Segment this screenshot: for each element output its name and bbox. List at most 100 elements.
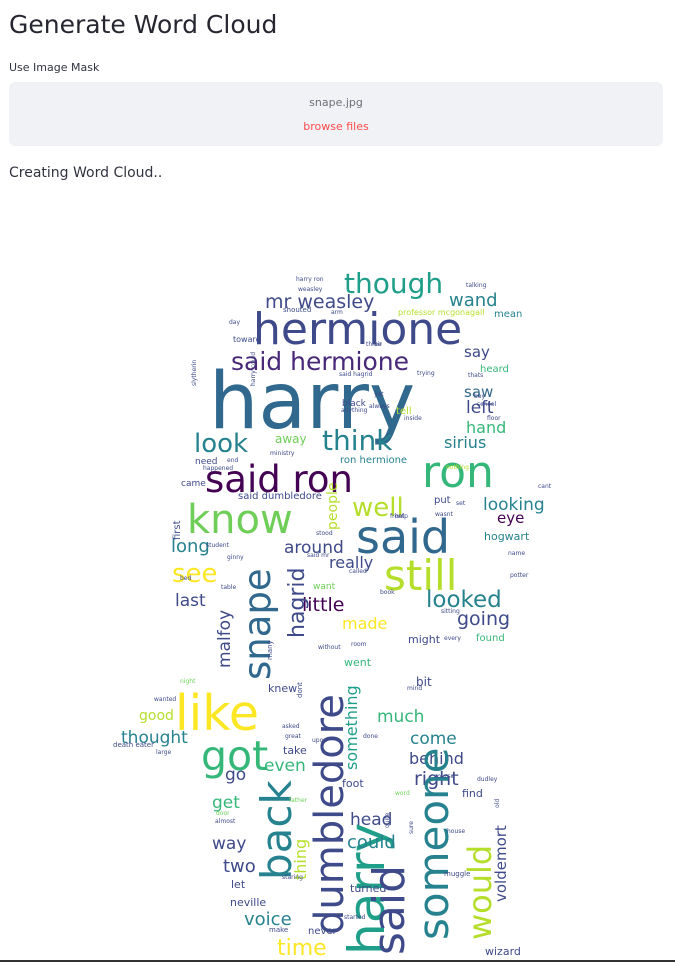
word-cloud-word: looking [483,495,545,515]
status-text: Creating Word Cloud.. [9,165,163,181]
word-cloud-word: thought [121,728,188,748]
word-cloud-word: said hermione [231,347,409,376]
word-cloud-word: house [447,828,465,835]
word-cloud-word: wand [449,290,498,311]
word-cloud-word: stood [316,530,333,537]
word-cloud-word: even [264,756,306,776]
word-cloud-word: talking [466,282,487,289]
word-cloud-word: got [201,732,268,780]
word-cloud-word: cant [538,483,552,490]
word-cloud-word: looked [426,587,502,613]
word-cloud-word: professor mcgonagall [398,308,484,317]
word-cloud-word: shouted [283,306,311,314]
word-cloud-word: floor [487,415,501,422]
word-cloud-word: really [329,553,373,572]
word-cloud-word: three [366,341,382,348]
word-cloud-word: sure [408,821,415,834]
word-cloud-word: great [285,733,302,740]
word-cloud-word: weasley [298,286,323,293]
word-cloud-word: set [456,500,466,507]
word-cloud-word: still [384,551,457,600]
file-uploader[interactable]: snape.jpg browse files [9,82,663,146]
word-cloud-word: wizard [485,945,521,958]
word-cloud-word: potter [510,572,529,579]
word-cloud-word: came [181,479,206,489]
word-cloud-word: harry could [250,352,257,386]
word-cloud-word: know [187,497,293,543]
word-cloud-word: arm [331,309,343,316]
word-cloud-word: want [313,582,336,592]
word-cloud-word: thing [291,839,310,880]
word-cloud-word: let [231,878,246,891]
word-cloud-word: said hagrid [339,371,373,378]
word-cloud-word: course [434,773,454,780]
word-cloud-word: head [350,810,392,830]
word-cloud-word: said [356,510,450,564]
word-cloud-word: hand [466,418,506,437]
word-cloud-word: first [172,520,183,540]
word-cloud-word: many [266,640,274,660]
uploaded-file-name: snape.jpg [309,96,363,109]
word-cloud-word: found [476,633,505,644]
word-cloud-word: ginny [227,554,244,561]
word-cloud-word: back [252,780,301,880]
word-cloud-word: take [283,744,307,757]
word-cloud-word: wanted [154,696,176,703]
word-cloud-word: dudley [477,776,498,783]
word-cloud-word: word [395,790,410,797]
word-cloud-word: mind [407,685,422,692]
word-cloud-word: heard [480,364,509,375]
word-cloud-word: quite [384,812,391,828]
word-cloud-word: nothing [446,464,469,471]
image-mask-label: Use Image Mask [9,61,100,74]
word-cloud-word: made [342,614,387,633]
word-cloud-word: hagrid [285,567,310,638]
word-cloud-word: ministry [270,450,295,457]
word-cloud-word: snape [236,568,279,680]
word-cloud-word: go [225,765,246,785]
word-cloud-word: around [284,538,344,558]
word-cloud-word: something [342,685,361,770]
word-cloud-word: old [494,799,501,808]
word-cloud-word: need [195,457,218,467]
word-cloud-word: tell [396,406,412,417]
word-cloud-word: school [477,401,497,408]
word-cloud-word: day [229,319,240,326]
word-cloud-word: door [216,810,230,817]
word-cloud-word: front [390,513,405,520]
word-cloud-word: going [457,608,510,630]
word-cloud-word: see [172,559,218,589]
word-cloud-word: hogwart [484,530,530,543]
word-cloud-word: left [466,398,494,418]
word-cloud-word: thats [468,372,483,379]
word-cloud-word: time [277,936,327,961]
word-cloud-word: muggle [444,870,470,878]
word-cloud-word: make [269,926,288,934]
word-cloud-word: air [374,341,382,348]
browse-files-link[interactable]: browse files [303,120,369,133]
word-cloud-word: might [408,633,441,646]
word-cloud-word: slytherin [191,360,198,386]
word-cloud-word: night [180,678,196,685]
word-cloud-word: much [377,707,424,727]
word-cloud-word: harry ron [296,276,324,283]
word-cloud-word: harry [338,823,396,955]
word-cloud-word: bit [416,675,432,689]
word-cloud-word: asked [282,723,300,730]
word-cloud-word: little [302,594,344,616]
word-cloud-word: away [275,432,307,446]
word-cloud-word: book [380,589,395,596]
word-cloud-word: ron hermione [340,455,407,466]
word-cloud-word: said [364,865,415,955]
word-cloud-word: large [156,749,172,756]
word-cloud-word: well [352,493,404,523]
page-title: Generate Word Cloud [9,10,278,39]
word-cloud-word: table [221,584,237,591]
word-cloud-word: student [206,542,230,549]
word-cloud-word: like [175,685,259,742]
word-cloud-word: staring [282,874,303,881]
word-cloud-word: dont [296,682,304,698]
word-cloud-word: way [212,834,246,854]
word-cloud-word: said mr [307,552,330,559]
